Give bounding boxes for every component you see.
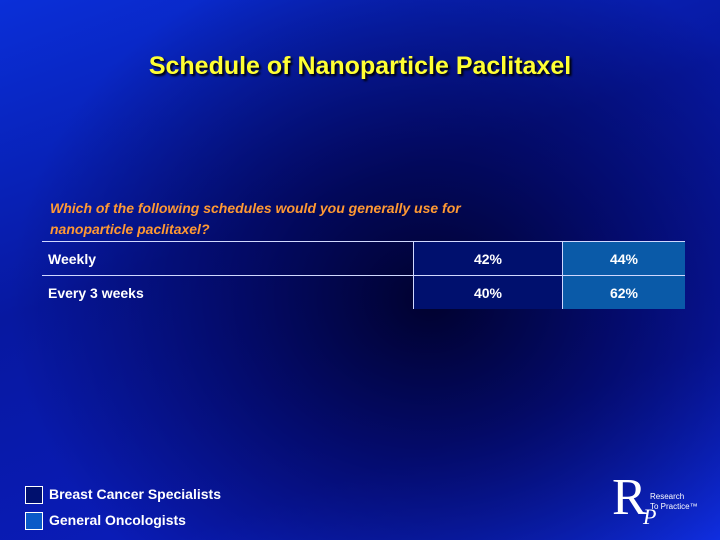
question-line: Which of the following schedules would y… <box>50 200 461 216</box>
cell-specialists: 42% <box>413 241 563 276</box>
legend-swatch <box>25 486 43 504</box>
cell-oncologists: 44% <box>562 241 685 276</box>
logo-p: P <box>643 504 657 529</box>
row-label: Every 3 weeks <box>42 275 414 309</box>
logo-text: Research <box>650 492 685 501</box>
legend-label: General Oncologists <box>49 512 186 528</box>
results-table: Weekly 42% 44% Every 3 weeks 40% 62% <box>42 241 685 309</box>
cell-specialists: 40% <box>413 275 563 309</box>
table-row: Weekly 42% 44% <box>42 241 685 276</box>
legend-label: Breast Cancer Specialists <box>49 486 221 502</box>
logo-text: To Practice™ <box>650 502 698 511</box>
legend-swatch <box>25 512 43 530</box>
row-label: Weekly <box>42 241 414 276</box>
question-line: nanoparticle paclitaxel? <box>50 221 210 237</box>
logo-r: R <box>612 469 647 526</box>
table-row: Every 3 weeks 40% 62% <box>42 275 685 309</box>
slide-title: Schedule of Nanoparticle Paclitaxel <box>148 52 572 80</box>
cell-oncologists: 62% <box>562 275 685 309</box>
